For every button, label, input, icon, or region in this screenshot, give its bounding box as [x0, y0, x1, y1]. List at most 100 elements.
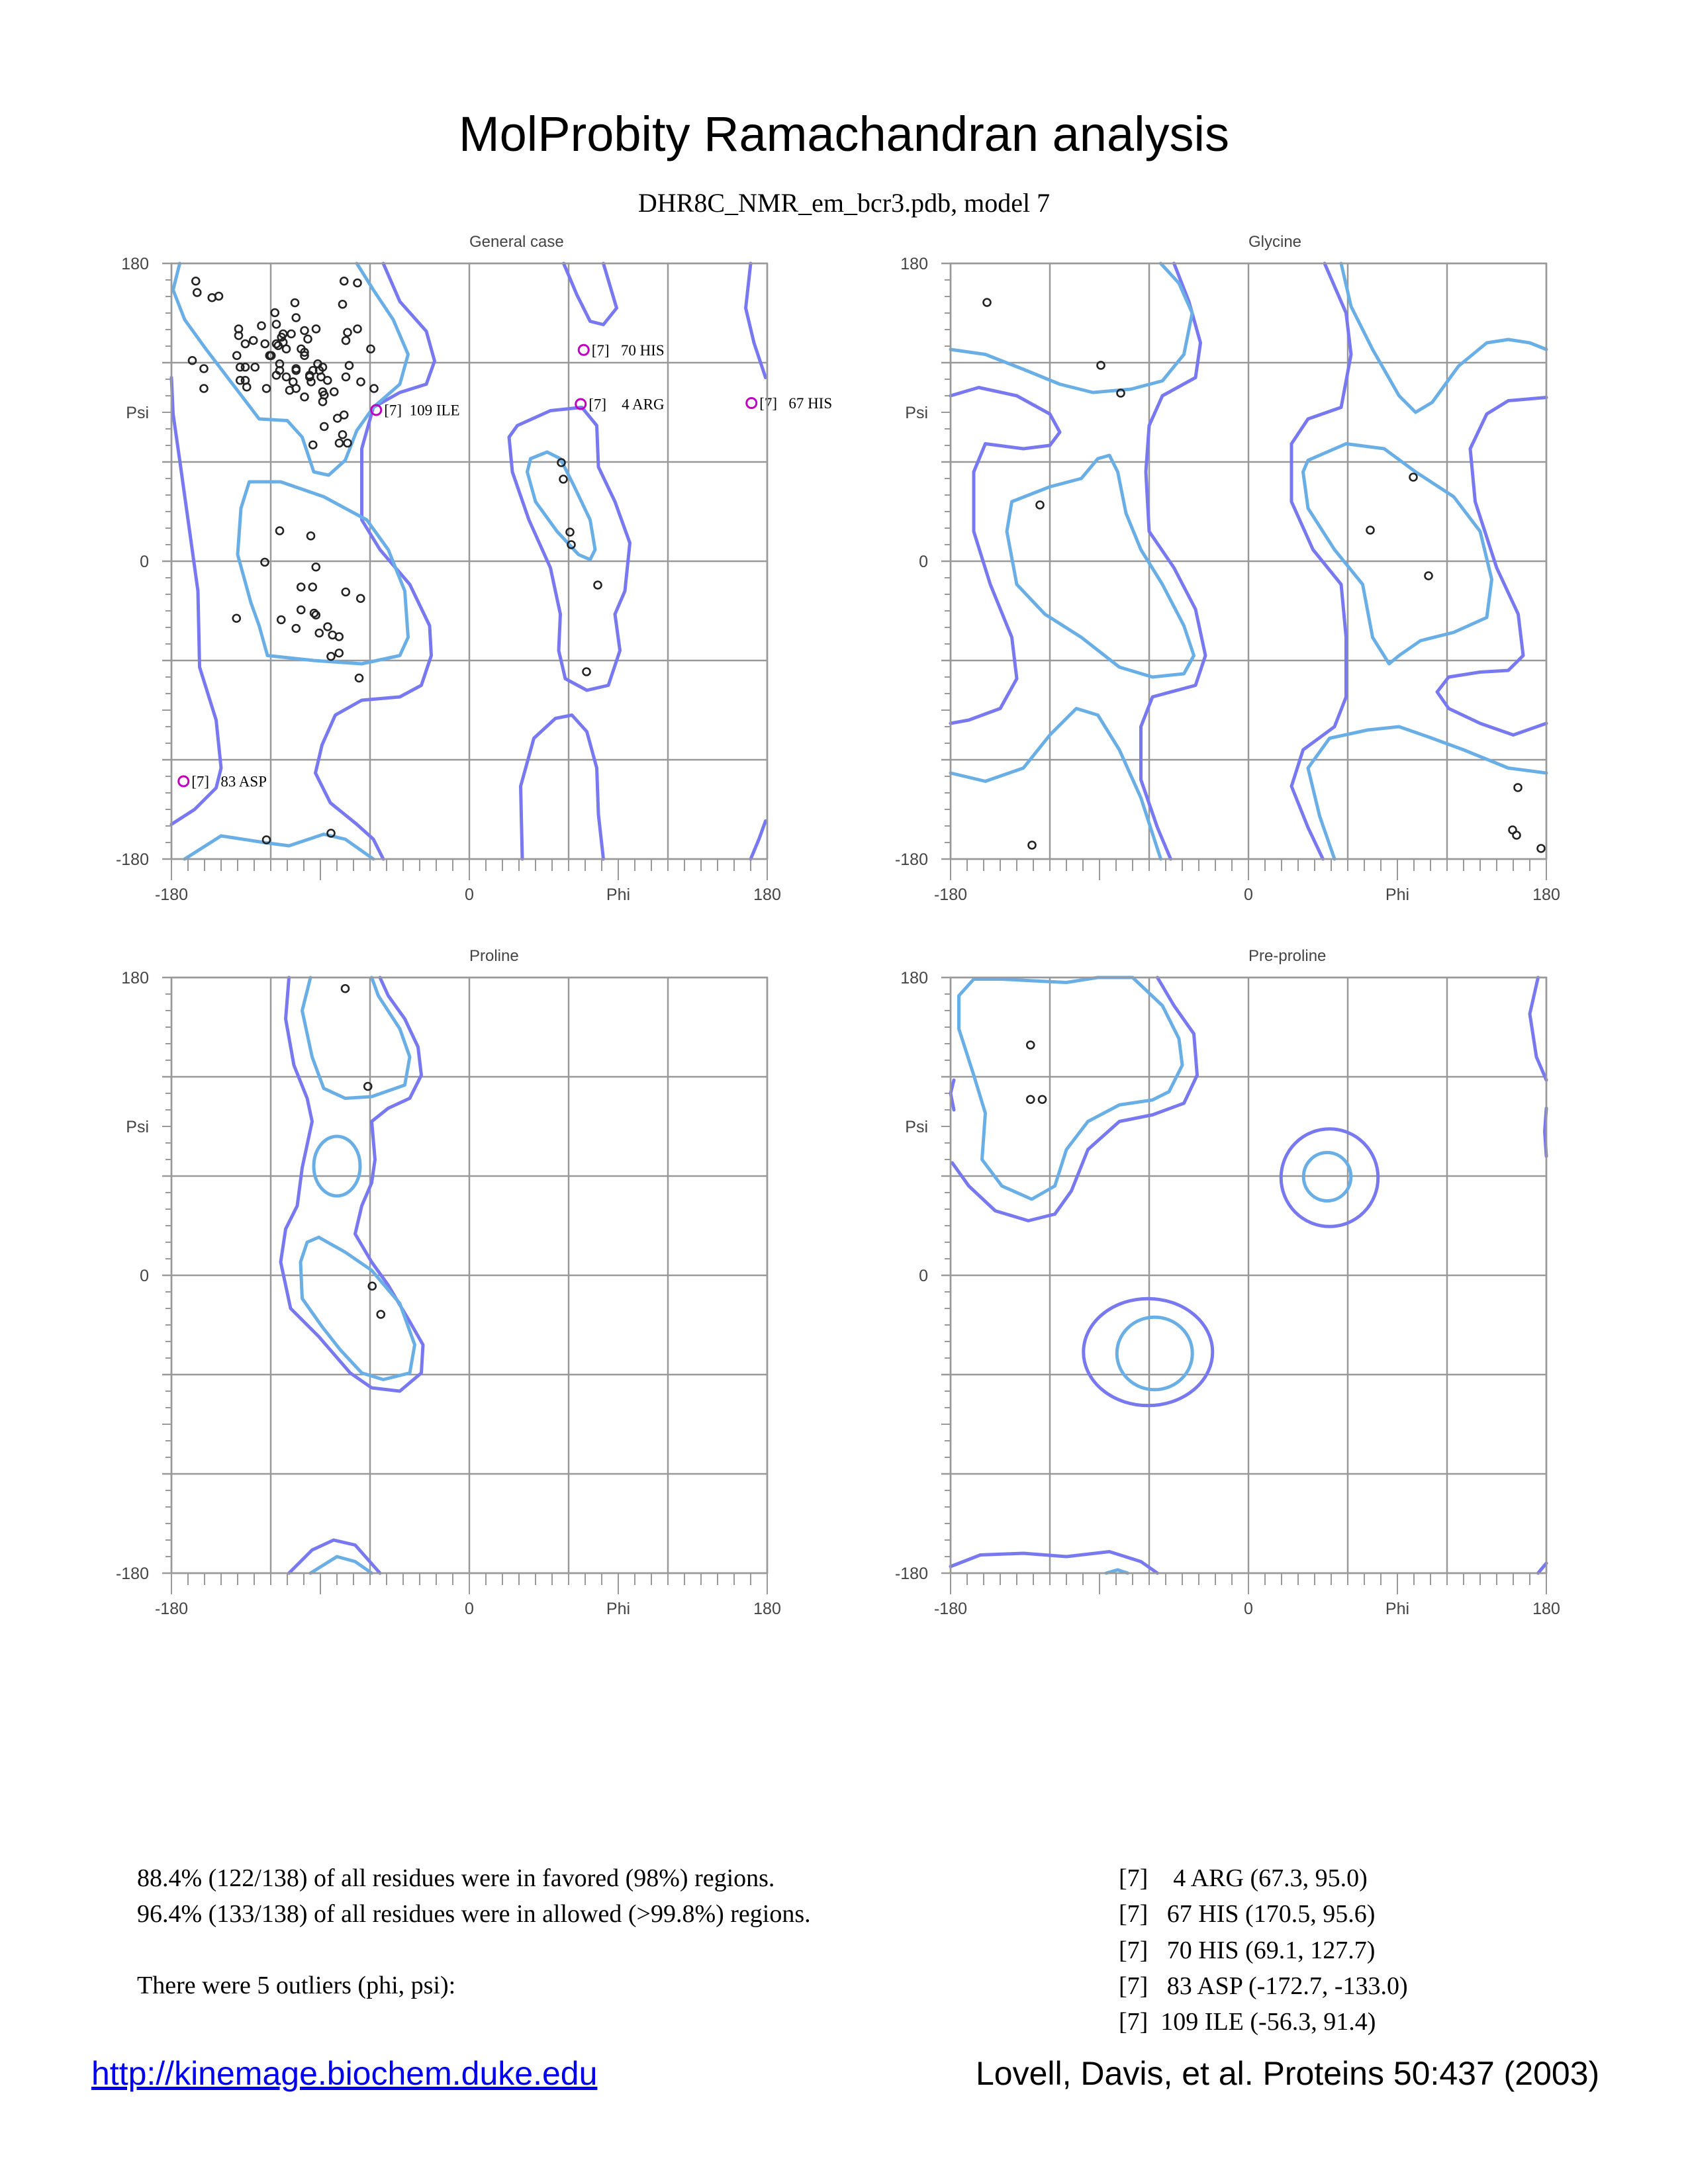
- residue-point: [1513, 783, 1523, 792]
- residue-point: [257, 321, 266, 331]
- y-tick-label: Psi: [905, 404, 928, 422]
- residue-point: [311, 562, 321, 572]
- allowed-contour: [1279, 1127, 1380, 1228]
- residue-point: [308, 582, 318, 592]
- residue-point: [300, 392, 309, 402]
- favored-contour: [526, 450, 597, 561]
- residue-point: [240, 362, 250, 372]
- allowed-contour: [744, 261, 767, 379]
- residue-point: [242, 382, 252, 392]
- favored-contour: [1301, 442, 1493, 666]
- plot-frame: [170, 976, 769, 1574]
- allowed-contour: [1139, 261, 1207, 861]
- residue-point: [369, 384, 379, 393]
- plot-title: Pre-proline: [1248, 947, 1326, 965]
- favored-contour: [301, 976, 412, 1100]
- residue-point: [281, 344, 291, 354]
- plot-proline: Proline -180 0 Phi 180 180 Psi 0 -180: [116, 947, 781, 1618]
- x-tick-label: 0: [465, 1600, 474, 1618]
- residue-point: [1424, 571, 1433, 580]
- residue-point: [334, 632, 344, 641]
- x-tick-label: -180: [934, 1600, 967, 1618]
- residue-point: [271, 371, 281, 380]
- residue-point: [565, 527, 575, 537]
- residue-point: [582, 667, 591, 676]
- residue-point: [250, 362, 260, 372]
- favored-contour: [1104, 1568, 1129, 1575]
- residue-point: [300, 326, 309, 336]
- allowed-contour: [1435, 396, 1548, 737]
- y-tick-label: 0: [140, 553, 149, 571]
- residue-point: [291, 313, 301, 322]
- outlier-point: [177, 775, 190, 788]
- residue-point: [1037, 1095, 1047, 1105]
- residue-point: [306, 377, 316, 387]
- residue-point: [319, 422, 329, 432]
- residue-point: [354, 673, 364, 683]
- residue-point: [366, 344, 375, 354]
- allowed-contour: [749, 819, 767, 861]
- residue-point: [199, 384, 209, 393]
- residue-point: [567, 540, 576, 549]
- residue-point: [1409, 473, 1418, 482]
- y-tick-label: Psi: [126, 1118, 149, 1136]
- outlier-list-item: [7] 70 HIS (69.1, 127.7): [1119, 1936, 1376, 1964]
- y-tick-label: 0: [919, 553, 928, 571]
- residue-point: [1025, 1095, 1035, 1105]
- allowed-contour: [949, 1550, 1159, 1575]
- outlier-point: [370, 404, 383, 416]
- residue-point: [309, 608, 319, 618]
- plot-title: General case: [469, 233, 564, 251]
- page-subtitle: DHR8C_NMR_em_bcr3.pdb, model 7: [637, 188, 1051, 218]
- residue-point: [557, 458, 566, 467]
- allowed-contour: [519, 713, 605, 861]
- allowed-contour: [287, 1538, 382, 1575]
- favored-contour: [236, 480, 410, 666]
- residue-point: [1116, 388, 1125, 398]
- residue-point: [318, 397, 328, 406]
- residue-point: [291, 365, 301, 375]
- x-tick-label: Phi: [606, 1600, 630, 1618]
- x-tick-label: -180: [934, 886, 967, 904]
- residue-point: [343, 328, 352, 338]
- residue-point: [311, 324, 321, 334]
- residue-point: [322, 375, 332, 385]
- residue-point: [343, 438, 352, 448]
- residue-point: [1025, 1040, 1035, 1050]
- residue-point: [281, 372, 291, 382]
- residue-point: [192, 288, 202, 297]
- y-tick-label: Psi: [905, 1118, 928, 1136]
- allowed-contour: [1536, 1561, 1548, 1575]
- x-tick-label: 180: [753, 886, 781, 904]
- plot-pre-proline: Pre-proline -180 0 Phi 180 180 Psi 0 -180: [895, 947, 1560, 1618]
- residue-point: [323, 622, 332, 631]
- plot-title: Proline: [469, 947, 519, 965]
- allowed-contour: [169, 376, 223, 826]
- x-tick-label: 0: [1244, 886, 1253, 904]
- residue-point: [291, 623, 301, 633]
- x-tick-label: 180: [1532, 886, 1560, 904]
- citation: Lovell, Davis, et al. Proteins 50:437 (2…: [976, 2055, 1600, 2092]
- allowed-contour: [1528, 976, 1548, 1082]
- residue-point: [275, 526, 285, 535]
- residue-point: [296, 605, 306, 615]
- favored-contour: [183, 833, 375, 861]
- residue-point: [334, 648, 344, 658]
- y-tick-label: 0: [919, 1267, 928, 1285]
- residue-point: [270, 308, 280, 318]
- plot-frame: [949, 262, 1548, 860]
- x-tick-label: -180: [155, 886, 188, 904]
- outlier-label: [7] 67 HIS: [759, 395, 832, 412]
- y-tick-label: -180: [116, 1565, 149, 1583]
- favored-contour: [1306, 725, 1548, 861]
- residue-point: [311, 610, 321, 620]
- x-tick-label: 180: [1532, 1600, 1560, 1618]
- residue-point: [340, 983, 350, 993]
- y-tick-label: -180: [895, 850, 928, 869]
- residue-point: [1035, 500, 1045, 510]
- residue-point: [303, 334, 312, 344]
- outlier-point: [577, 343, 590, 356]
- kinemage-link[interactable]: http://kinemage.biochem.duke.edu: [91, 2055, 598, 2092]
- residue-point: [329, 387, 339, 396]
- residue-point: [300, 351, 309, 361]
